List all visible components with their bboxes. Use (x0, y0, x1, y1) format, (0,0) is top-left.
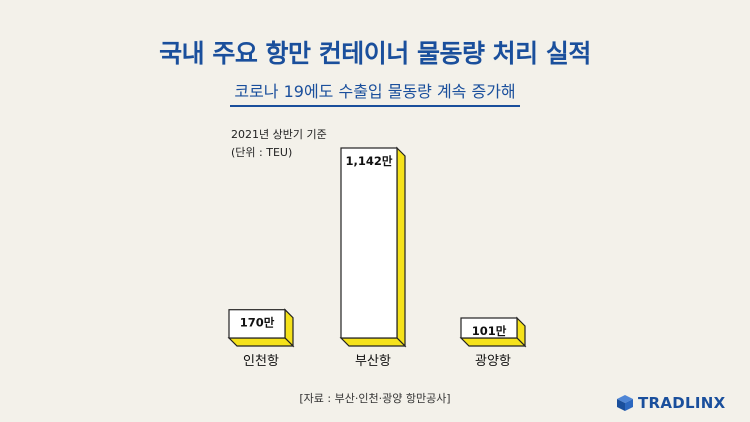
unit-note: (단위 : TEU) (231, 146, 293, 159)
period-note: 2021년 상반기 기준 (231, 128, 327, 141)
bar-face (340, 147, 398, 339)
chart-subtitle: 코로나 19에도 수출입 물동량 계속 증가해 (230, 78, 520, 107)
bar-bottom (339, 337, 407, 347)
bar-bottom (459, 337, 527, 347)
data-label: 1,142만 (346, 154, 393, 168)
data-label: 101만 (472, 324, 507, 338)
subtitle-wrap: 코로나 19에도 수출입 물동량 계속 증가해 (0, 78, 750, 107)
logo-text: TRADLINX (638, 394, 726, 412)
category-label: 광양항 (475, 354, 511, 369)
category-label: 인천항 (243, 354, 279, 369)
bar-face (228, 309, 286, 339)
brand-logo: TRADLINX (616, 393, 726, 413)
bar-side (396, 146, 406, 348)
cube-logo-icon (617, 395, 633, 411)
source-note: [자료 : 부산·인천·광양 항만공사] (299, 392, 451, 405)
chart-title: 국내 주요 항만 컨테이너 물동량 처리 실적 (159, 39, 591, 68)
category-label: 부산항 (355, 354, 391, 369)
bar-face (460, 317, 518, 339)
data-label: 170만 (240, 316, 275, 330)
bar-bottom (227, 337, 295, 347)
